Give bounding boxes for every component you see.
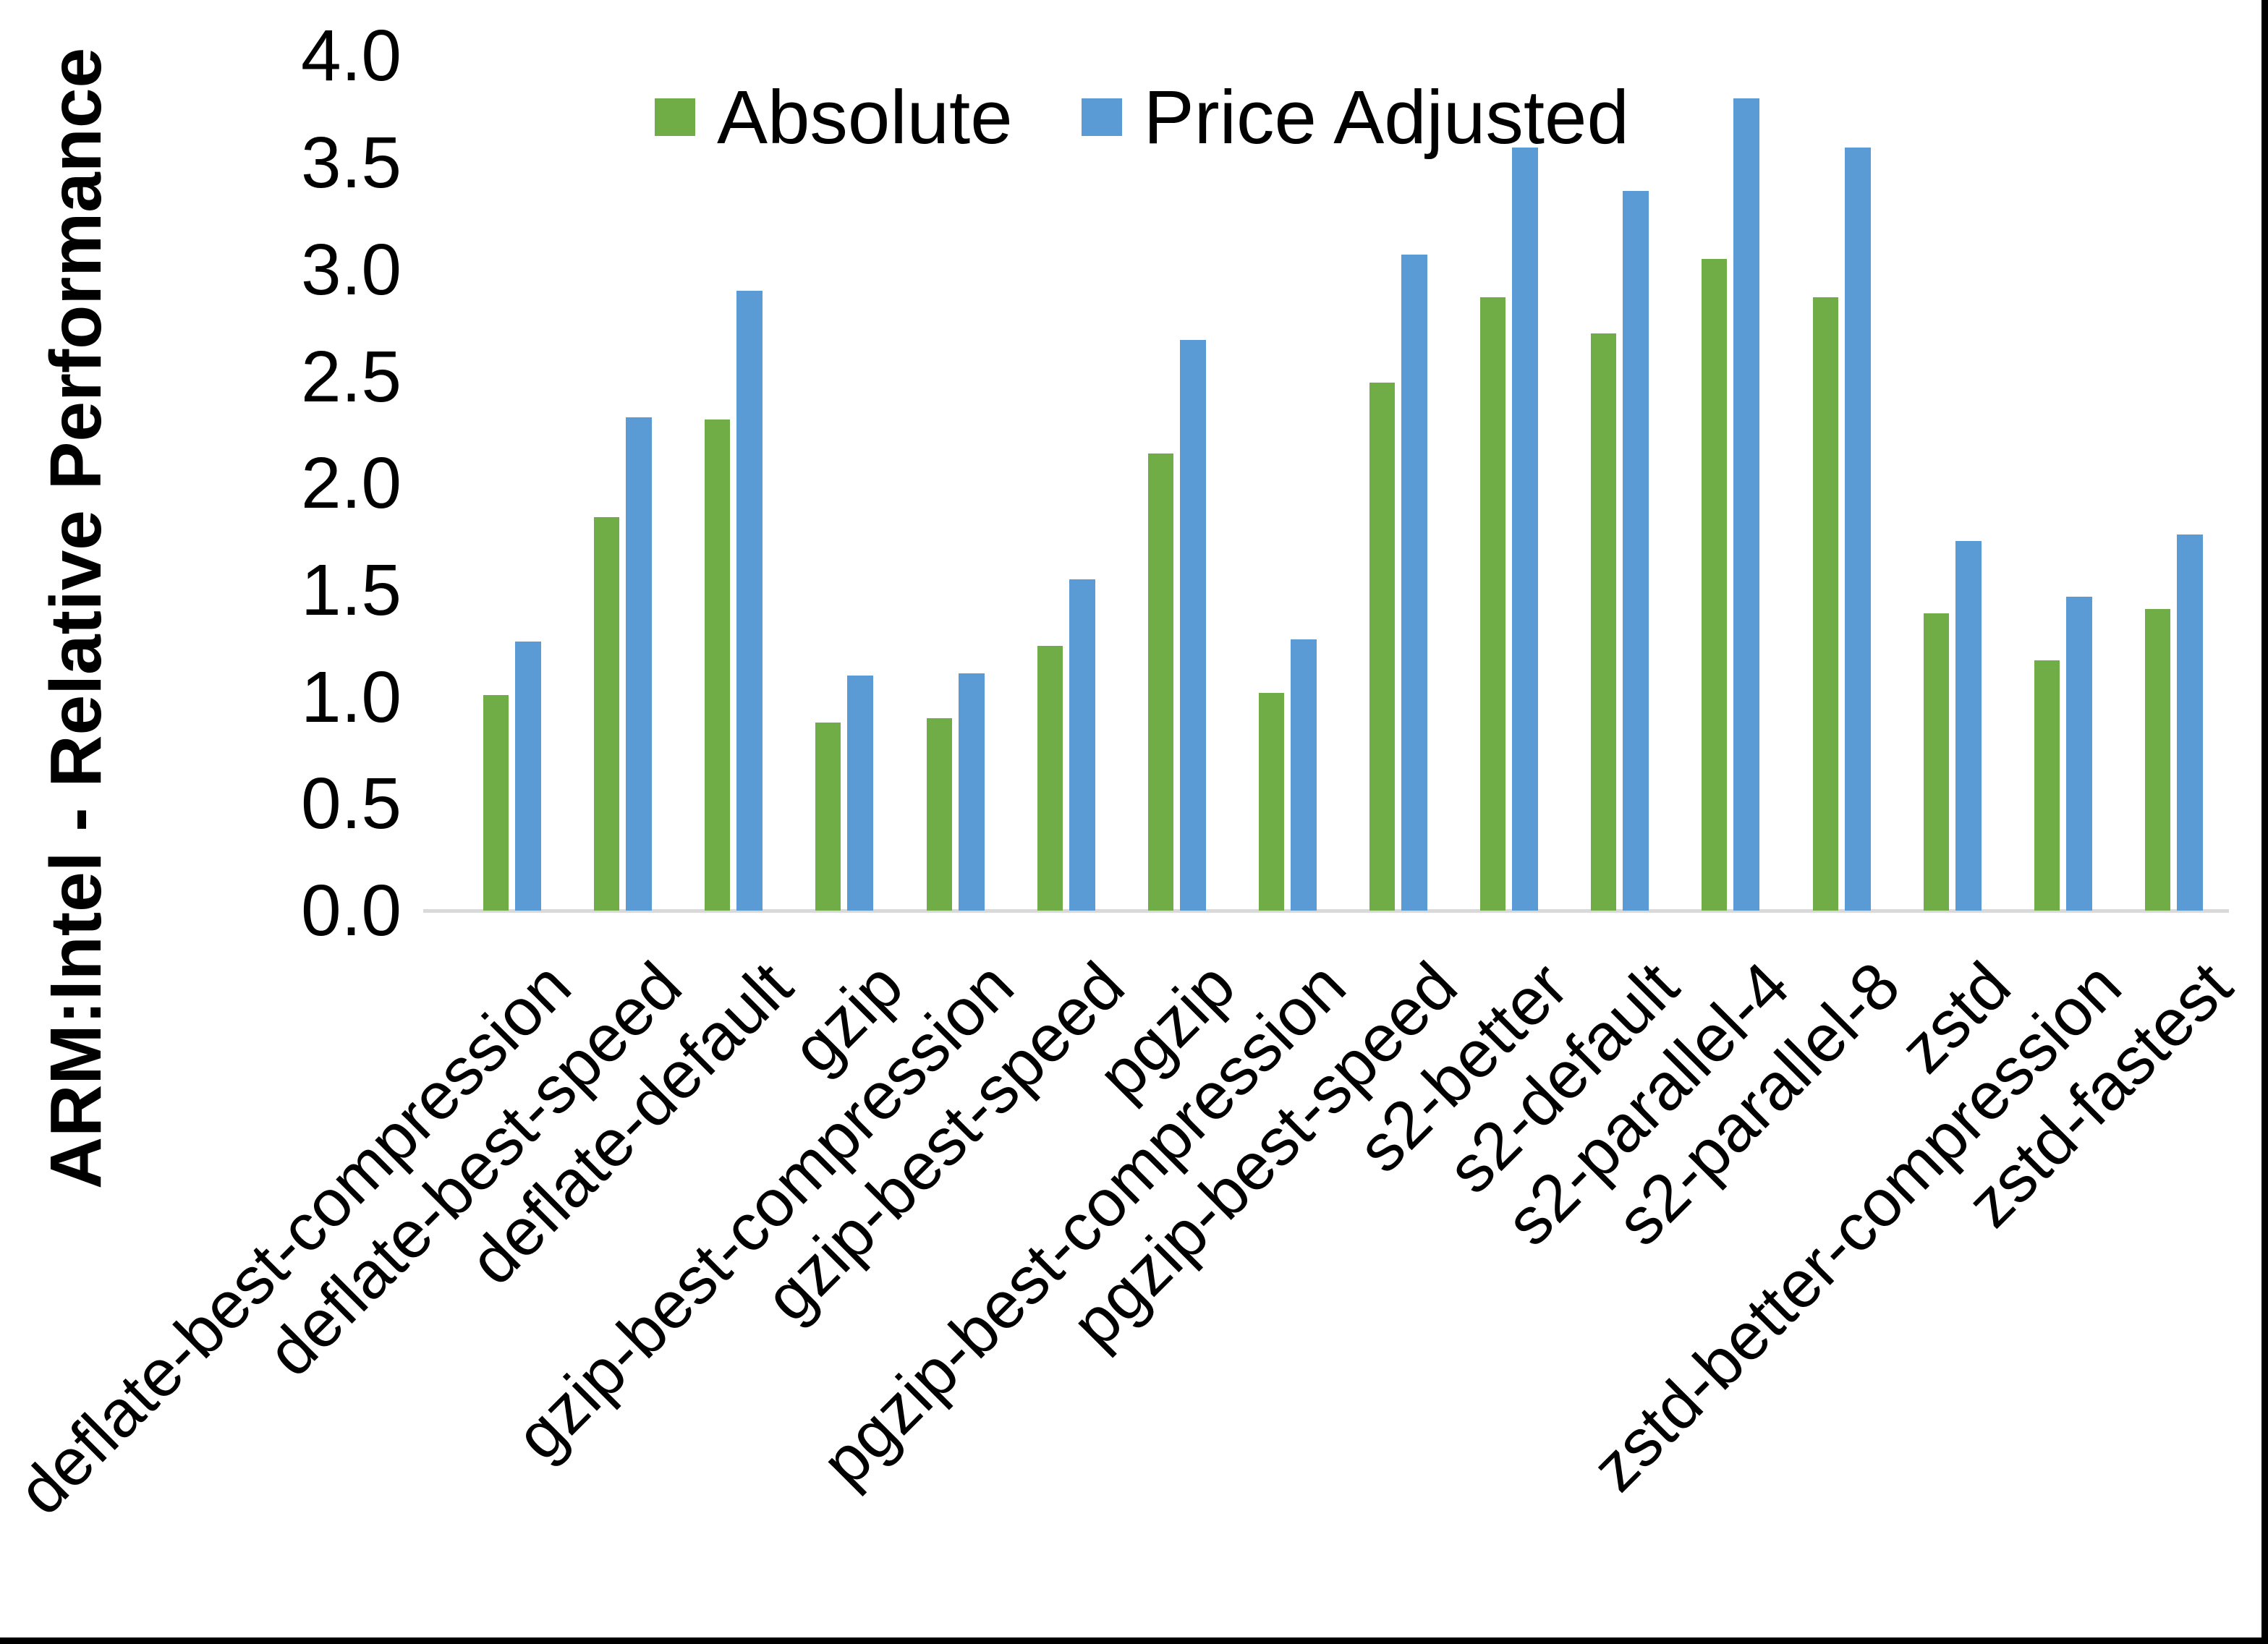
bar-absolute-zstd bbox=[1923, 613, 1949, 911]
bar-absolute-s2-parallel-4 bbox=[1702, 259, 1728, 911]
bar-absolute-pgzip bbox=[1147, 453, 1173, 911]
legend-swatch-absolute bbox=[655, 98, 695, 136]
bar-price-adjusted-deflate-best-compression bbox=[515, 641, 541, 911]
bar-price-adjusted-deflate-best-speed bbox=[626, 417, 653, 911]
bar-price-adjusted-pgzip bbox=[1179, 340, 1206, 911]
legend-item-absolute: Absolute bbox=[655, 80, 1013, 156]
bar-absolute-deflate-default bbox=[705, 419, 731, 911]
bar-price-adjusted-pgzip-best-speed bbox=[1401, 255, 1428, 911]
bar-price-adjusted-zstd bbox=[1955, 540, 1982, 911]
legend-item-price-adjusted: Price Adjusted bbox=[1081, 74, 1629, 160]
legend-label-price-adjusted: Price Adjusted bbox=[1143, 74, 1629, 160]
bar-absolute-gzip bbox=[815, 723, 841, 911]
y-tick-label-2.5: 2.5 bbox=[300, 336, 402, 417]
bar-absolute-s2-default bbox=[1591, 333, 1617, 911]
bar-absolute-s2-better bbox=[1480, 297, 1506, 911]
y-tick-label-4.0: 4.0 bbox=[300, 15, 402, 97]
bar-absolute-s2-parallel-8 bbox=[1812, 297, 1838, 911]
bar-absolute-pgzip-best-speed bbox=[1369, 383, 1396, 911]
bar-price-adjusted-zstd-better-compression bbox=[2065, 596, 2092, 911]
bar-price-adjusted-pgzip-best-compression bbox=[1290, 639, 1317, 911]
bar-absolute-zstd-fastest bbox=[2144, 609, 2170, 911]
bar-absolute-gzip-best-compression bbox=[926, 718, 952, 911]
y-tick-label-1.5: 1.5 bbox=[300, 549, 402, 631]
bar-absolute-pgzip-best-compression bbox=[1258, 692, 1284, 911]
bar-price-adjusted-gzip bbox=[847, 676, 874, 911]
bar-price-adjusted-gzip-best-speed bbox=[1069, 579, 1095, 911]
bar-price-adjusted-deflate-default bbox=[736, 291, 763, 911]
bar-absolute-gzip-best-speed bbox=[1037, 645, 1063, 911]
y-tick-label-0.5: 0.5 bbox=[300, 763, 402, 845]
bar-price-adjusted-gzip-best-compression bbox=[958, 673, 985, 911]
y-tick-label-1.0: 1.0 bbox=[300, 656, 402, 738]
y-tick-label-0.0: 0.0 bbox=[300, 870, 402, 951]
x-axis-line bbox=[423, 909, 2229, 913]
legend-swatch-price-adjusted bbox=[1081, 98, 1122, 136]
bar-absolute-deflate-best-speed bbox=[594, 517, 620, 911]
bar-absolute-deflate-best-compression bbox=[483, 694, 509, 911]
y-tick-label-2.0: 2.0 bbox=[300, 443, 402, 524]
y-tick-label-3.5: 3.5 bbox=[300, 122, 402, 204]
y-tick-label-3.0: 3.0 bbox=[300, 229, 402, 310]
bar-price-adjusted-s2-parallel-4 bbox=[1733, 98, 1760, 911]
bar-price-adjusted-s2-default bbox=[1623, 190, 1649, 911]
bar-price-adjusted-s2-better bbox=[1512, 148, 1539, 911]
bar-price-adjusted-s2-parallel-8 bbox=[1844, 148, 1871, 911]
legend: Absolute Price Adjusted bbox=[655, 72, 1629, 162]
bar-absolute-zstd-better-compression bbox=[2034, 660, 2060, 911]
bar-price-adjusted-zstd-fastest bbox=[2176, 534, 2203, 911]
legend-label-absolute: Absolute bbox=[717, 74, 1013, 160]
